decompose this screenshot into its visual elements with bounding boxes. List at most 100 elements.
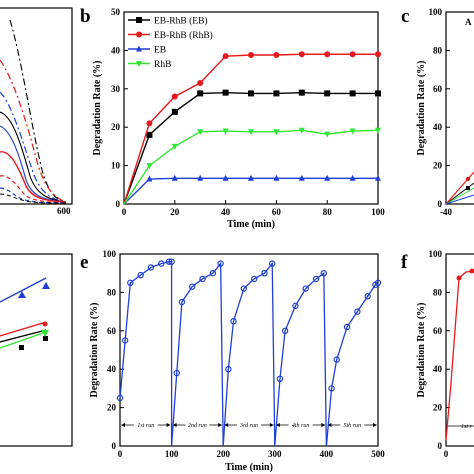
panel-f-marker-red-1 [456,275,462,281]
panel-c-ylabel: Degradation Rate (%) [416,61,427,156]
panel-b-legend-marker [136,61,142,67]
panel-b-point [197,174,204,181]
panel-b-point [349,174,356,181]
panel-d-marker-red [42,321,48,327]
panel-b-point [248,174,254,181]
panel-e-point [178,298,186,306]
panel-e-xtick-label: 400 [320,449,334,459]
panel-d-marker-black-2 [19,345,24,350]
panel-e-xtick-label: 100 [165,449,179,459]
panel-d-plot-frame [0,253,73,447]
panel-e-ytick-label: 40 [107,364,117,374]
panel-c-ytick-label: 0 [438,199,443,209]
panel-f-ytick-label: 0 [438,441,443,451]
panel-b-legend-label: EB [154,46,166,56]
panel-c-ytick-label: 20 [433,161,443,171]
panel-e-point [302,285,309,292]
panel-e-run-arrowhead [166,423,171,427]
panel-b-point [146,163,153,170]
panel-b-point [273,90,280,97]
panel-e-series-line [119,261,379,447]
panel-f-ytick-label: 100 [429,249,443,259]
panel-e-run-arrowhead [172,423,177,427]
panel-f-letter: f [401,252,408,273]
panel-e-point [199,275,206,283]
panel-e-ytick-label: 80 [107,287,117,297]
panel-d-fit-green [0,331,47,349]
panel-b-point [171,93,178,100]
panel-b-point [222,128,229,135]
panel-e-run-label-bg [237,421,261,429]
panel-e-xtick-label: 300 [268,449,282,459]
panel-e-point [269,260,276,267]
panel-b-point [146,120,153,127]
panel-b-ytick-label: 30 [111,84,121,94]
panel-e-run-label: 1st run [137,423,154,429]
panel-b-point [375,174,381,181]
panel-c-ytick-label: 40 [433,122,443,132]
panel-a-curve-red-dashed [0,175,67,204]
panel-b-series-line-2 [123,177,378,205]
panel-c-marker-black [466,186,470,190]
panel-c-marker-red [465,176,471,182]
panel-b-point [273,129,280,136]
panel-c-plot-frame [445,11,474,205]
panel-e-point [158,260,165,267]
panel-b-point [248,52,254,59]
panel-b-ytick-label: 40 [111,45,121,55]
panel-b-point [197,90,204,97]
panel-e-point [261,270,268,277]
panel-b-xtick-label: 80 [323,207,333,217]
panel-a-xtick-600: 600 [57,206,71,216]
panel-e-xtick-label: 500 [371,449,385,459]
panel-b-xtick-label: 60 [272,207,282,217]
panel-e-run-label: 4th run [292,422,310,429]
panel-d [0,253,73,447]
panel-e-point [343,323,351,331]
panel-c-line-green [445,187,474,205]
panel-a-curve-black-solid [0,111,67,203]
panel-f-ytick-label: 60 [433,326,443,336]
panel-e-point [127,279,134,286]
panel-f-ylabel: Degradation Rate (%) [416,303,427,398]
panel-b-ytick-label: 10 [111,161,121,171]
panel-c-ytick-label: 60 [433,84,443,94]
panel-e-point [320,270,328,277]
panel-e-run-label: 5th run [343,423,361,429]
panel-b-point [298,51,305,58]
panel-c-ytick-label: 80 [433,45,443,55]
panel-f-run-label: 1st r [461,424,473,430]
panel-d-marker-blue-1 [42,282,50,289]
panel-b-point [349,90,356,97]
panel-e-run-arrowhead [373,423,377,427]
panel-b-point [171,174,178,181]
panel-e-ytick-label: 0 [112,441,117,451]
panel-e-run-label: 2nd run [188,423,207,429]
panel-e-ylabel: Degradation Rate (%) [89,303,100,398]
panel-e-xtick-label: 0 [118,449,123,459]
panel-b-point [375,51,381,58]
panel-e-point [333,356,340,363]
panel-b-ylabel: Degradation Rate (%) [92,61,103,156]
panel-b-point [375,90,381,97]
panel-b-ytick-label: 0 [116,199,121,209]
panel-b-point [146,131,153,138]
panel-a-curve-blue-dashdot [0,91,67,203]
panel-e-point [230,318,237,325]
panel-f-marker-red-2 [469,268,474,274]
panel-b-xlabel: Time (min) [227,219,275,230]
panel-d-fit-red [0,321,47,337]
panel-e-point [173,369,180,377]
panel-e-run-arrowhead [275,423,280,427]
panel-b-legend-label: EB-RhB (RhB) [154,30,213,41]
panel-b-point [298,174,305,181]
panel-d-fit-blue [0,277,47,303]
panel-b-legend-marker [136,17,142,23]
panel-b-point [324,51,331,58]
panel-f-ytick-label: 40 [433,364,443,374]
panel-b-xtick-label: 20 [170,207,180,217]
panel-d-fit-black [0,329,47,343]
panel-b-point [324,90,331,97]
panel-e-point [121,337,129,344]
panel-b-legend-marker [136,31,142,38]
